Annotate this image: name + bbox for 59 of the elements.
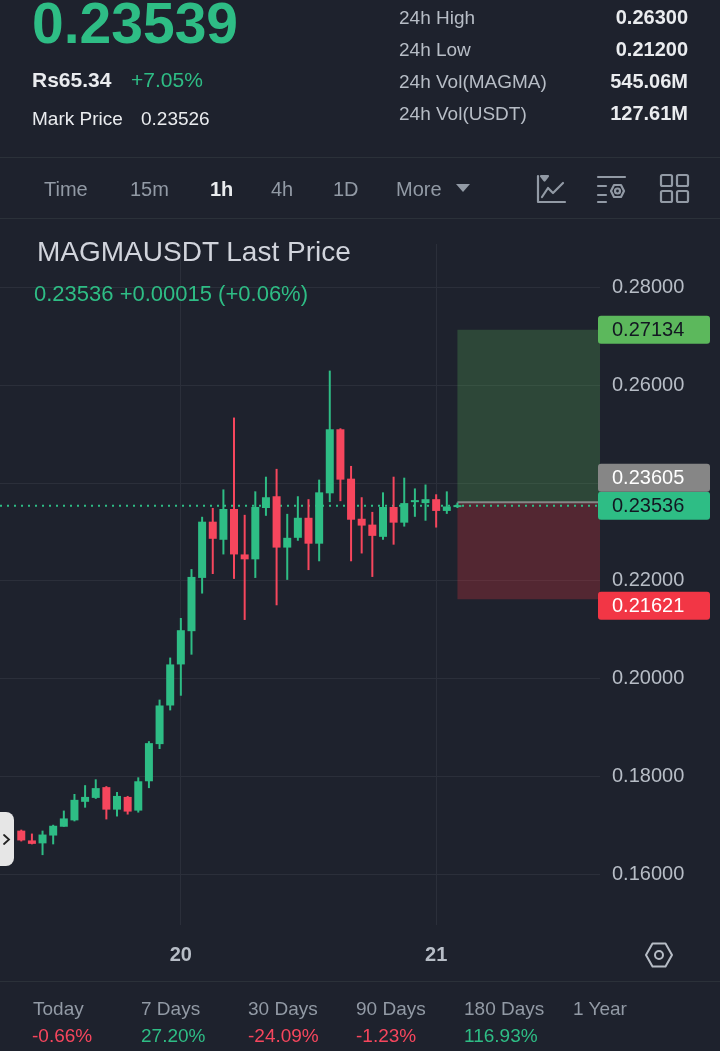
text: 0.21200 [615, 38, 688, 60]
text: -0.66% [32, 1024, 93, 1046]
candlestick [123, 794, 132, 816]
candlestick [389, 475, 398, 546]
candlestick [102, 785, 111, 821]
text: -1.23% [356, 1024, 417, 1046]
text: +7.05% [131, 67, 203, 91]
candlestick [283, 512, 292, 581]
text: 180 Days [464, 997, 545, 1019]
chart-title: MAGMAUSDT Last Price [37, 236, 351, 267]
candlestick [240, 513, 249, 621]
candlestick [113, 791, 122, 818]
text: 4h [271, 178, 294, 200]
text: 24h Vol(USDT) [399, 102, 527, 124]
candlestick [49, 823, 58, 846]
candlestick [70, 792, 79, 823]
candlestick [81, 784, 90, 809]
y-tick-label: 0.20000 [612, 666, 685, 689]
candlestick [357, 496, 366, 555]
text: Rs65.34 [32, 67, 112, 91]
text: 1h [210, 178, 234, 200]
band-label: 0.27134 [612, 318, 685, 341]
text: 116.93% [464, 1024, 538, 1046]
text: Mark Price [32, 107, 123, 129]
text: 1D [333, 178, 359, 200]
ref-line-label: 0.23536 [612, 494, 685, 517]
y-tick-label: 0.16000 [612, 861, 685, 884]
y-tick-label: 0.28000 [612, 275, 685, 298]
text: 0.26300 [615, 6, 688, 28]
text: Time [44, 178, 88, 200]
y-tick-label: 0.26000 [612, 372, 685, 395]
candlestick [208, 506, 217, 575]
text: 7 Days [141, 997, 201, 1019]
candlestick [91, 778, 100, 800]
band-label: 0.21621 [612, 594, 685, 617]
text: 127.61M [610, 102, 688, 124]
text: 1 Year [573, 997, 627, 1019]
candlestick [432, 493, 441, 529]
candlestick [38, 829, 47, 857]
x-tick-label: 21 [425, 942, 448, 965]
ref-line-label: 0.23605 [612, 466, 685, 489]
text: 24h High [399, 6, 476, 28]
text: -24.09% [248, 1024, 319, 1046]
text: 0.23536 +0.00015 (+0.06%) [34, 281, 309, 306]
text: 0.23539 [32, 0, 239, 55]
text: 15m [130, 178, 169, 200]
text: Today [33, 997, 84, 1019]
x-tick-label: 20 [169, 942, 192, 965]
text: 30 Days [248, 997, 318, 1019]
text: 27.20% [141, 1024, 206, 1046]
text: 0.23526 [141, 107, 210, 129]
candlestick [368, 510, 377, 578]
y-tick-label: 0.22000 [612, 568, 685, 591]
y-tick-label: 0.18000 [612, 763, 685, 786]
text: 24h Vol(MAGMA) [399, 70, 547, 92]
text: 90 Days [356, 997, 426, 1019]
text: More [396, 178, 442, 200]
text: 24h Low [399, 38, 471, 60]
text: 545.06M [610, 70, 688, 92]
